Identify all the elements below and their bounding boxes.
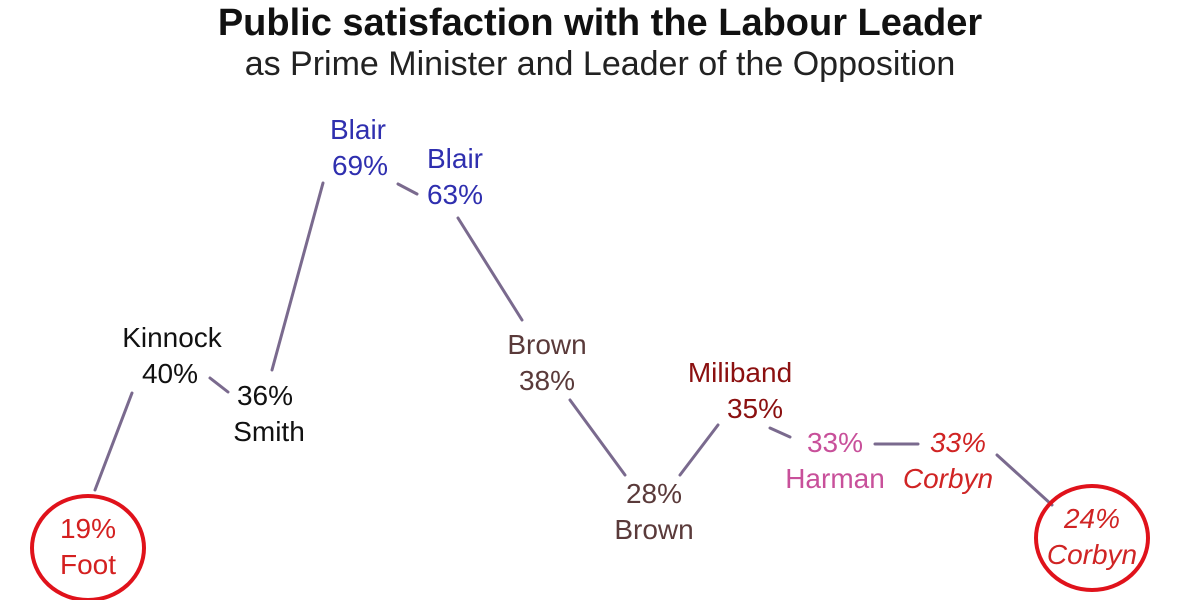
data-label-value: 24%: [1063, 503, 1120, 534]
data-label-value: 38%: [519, 365, 575, 396]
highlight-circle: [30, 494, 146, 600]
data-label-leader: Corbyn: [1047, 539, 1137, 570]
series-line-segment-8: [768, 426, 792, 439]
chart-subtitle: as Prime Minister and Leader of the Oppo…: [244, 45, 956, 83]
series-line-segment-2: [208, 376, 230, 394]
data-label-value: 19%: [60, 513, 116, 544]
data-label-value: 36%: [237, 380, 293, 411]
chart-title: Public satisfaction with the Labour Lead…: [217, 2, 983, 44]
data-label-value: 35%: [727, 393, 783, 424]
series-line-segment-5: [456, 216, 524, 322]
data-label-leader: Kinnock: [122, 322, 223, 353]
data-label-value: 63%: [427, 179, 483, 210]
series-line-segment-10: [995, 453, 1054, 507]
series-line-segment-3: [270, 181, 325, 372]
data-label-value: 28%: [626, 478, 682, 509]
data-label-value: 33%: [930, 427, 986, 458]
data-label-leader: Miliband: [688, 357, 792, 388]
data-label-value: 69%: [332, 150, 388, 181]
data-label-value: 33%: [807, 427, 863, 458]
data-label-leader: Blair: [427, 143, 483, 174]
series-line-segment-4: [396, 182, 419, 196]
data-label-leader: Brown: [507, 329, 586, 360]
data-label-leader: Foot: [60, 549, 116, 580]
data-label-leader: Blair: [330, 114, 386, 145]
series-line-segment-7: [678, 423, 720, 477]
data-label-value: 40%: [142, 358, 198, 389]
series-line-segment-1: [93, 391, 134, 492]
highlight-circle: [1034, 484, 1150, 592]
data-label-leader: Corbyn: [903, 463, 993, 494]
data-label-leader: Smith: [233, 416, 305, 447]
data-label-leader: Harman: [785, 463, 885, 494]
data-label-leader: Brown: [614, 514, 693, 545]
series-line-segment-6: [568, 398, 627, 477]
